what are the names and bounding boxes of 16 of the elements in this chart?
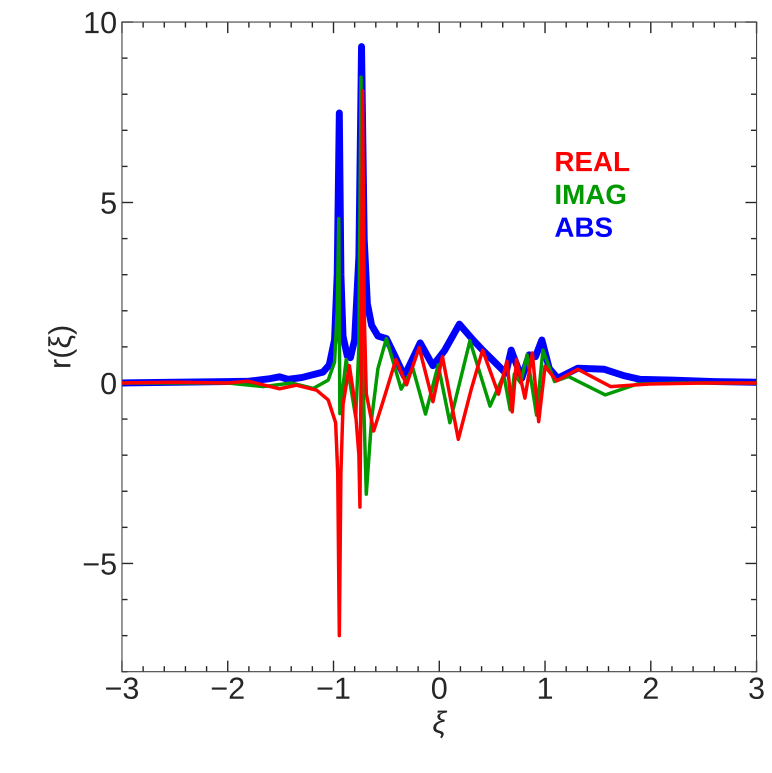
y-axis-title: r(ξ) <box>48 326 77 367</box>
x-tick-label: 1 <box>538 678 552 699</box>
text: ABS <box>555 217 612 238</box>
x-tick-label: 2 <box>644 677 658 699</box>
y-tick-label: 5 <box>101 192 116 214</box>
x-tick-label: −3 <box>106 677 138 700</box>
text: REAL <box>556 152 630 172</box>
x-tick-label: 0 <box>432 677 447 700</box>
y-tick-label: 10 <box>85 12 116 34</box>
x-tick-label: −2 <box>212 677 244 699</box>
y-tick-label: 0 <box>101 372 116 394</box>
text: IMAG <box>556 184 626 204</box>
x-axis-title: ξ <box>433 710 448 738</box>
x-tick-label: 3 <box>749 677 764 700</box>
y-tick-label: −5 <box>84 554 116 575</box>
x-tick-label: −1 <box>318 678 350 699</box>
